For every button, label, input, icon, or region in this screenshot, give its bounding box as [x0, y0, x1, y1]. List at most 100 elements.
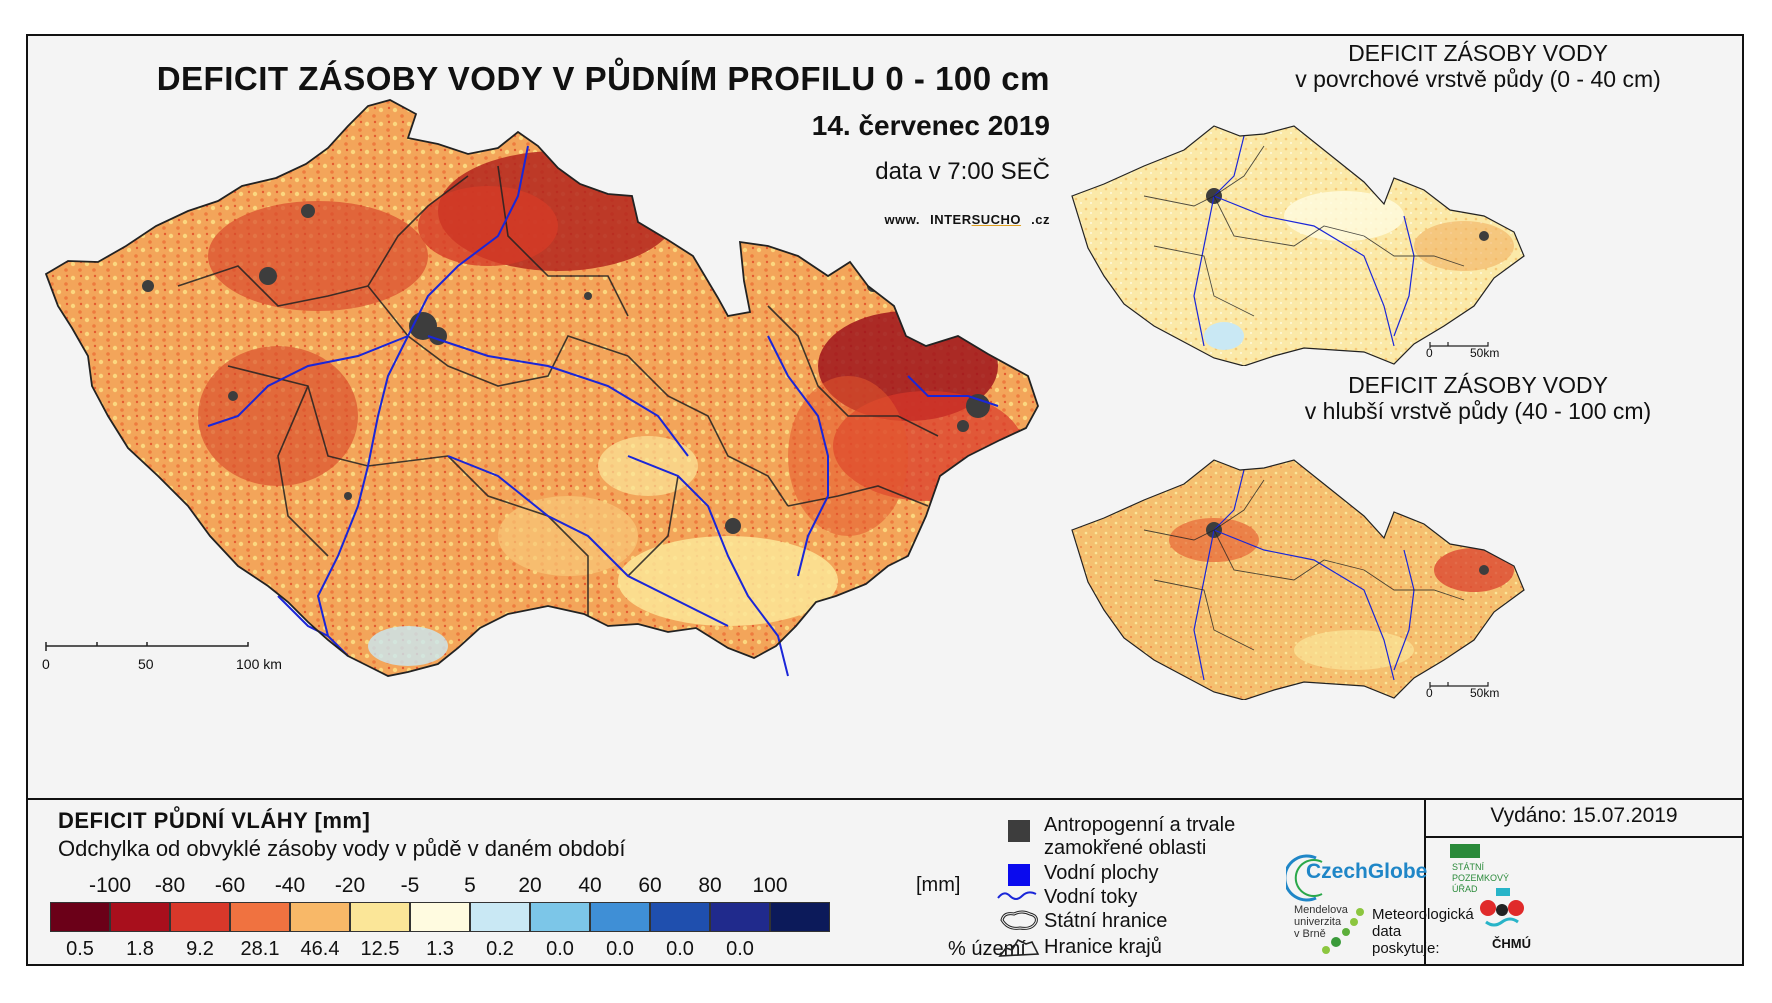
- spu-line3: ÚŘAD: [1452, 884, 1478, 894]
- legend-percentage: 28.1: [240, 938, 280, 960]
- czechglobe-label: CzechGlobe: [1306, 860, 1428, 883]
- meteo-label: Meteorologická data poskytuje:: [1372, 906, 1474, 957]
- legend-tick-label: 5: [464, 874, 476, 897]
- mendel-line2: univerzita: [1294, 916, 1342, 928]
- footer-horizontal-separator: [1426, 836, 1742, 838]
- bottom-map-title: DEFICIT ZÁSOBY VODY v hlubší vrstvě půdy…: [1218, 372, 1738, 424]
- anthropogenic-label-line2: zamokřené oblasti: [1044, 837, 1207, 859]
- legend-percentage: 1.3: [426, 938, 454, 960]
- water-area-label: Vodní plochy: [1044, 862, 1159, 884]
- spu-line2: POZEMKOVÝ: [1452, 873, 1510, 883]
- website-link[interactable]: www. INTERSUCHO .cz: [828, 212, 1050, 227]
- meteo-line1: Meteorologická: [1372, 906, 1474, 923]
- mendel-line1: Mendelova: [1294, 904, 1348, 916]
- region-border-label: Hranice krajů: [1044, 936, 1162, 958]
- legend-swatch: [770, 902, 830, 932]
- main-scale-100: 100 km: [236, 656, 282, 672]
- chmu-logo: [1480, 888, 1524, 927]
- mendel-label: Mendelova univerzita v Brně: [1294, 904, 1348, 940]
- website-inter: INTER: [930, 212, 972, 227]
- legend-tick-label: 40: [578, 874, 602, 897]
- meteo-line3: poskytuje:: [1372, 940, 1440, 957]
- map-area: 0 50 100 km DEFICIT ZÁSOBY VODY V PŮDNÍM…: [28, 36, 1742, 798]
- legend-swatch: [230, 902, 290, 932]
- top-map-scale-0: 0: [1426, 346, 1433, 360]
- top-map-scale-50: 50km: [1470, 346, 1500, 360]
- spu-line1: STÁTNÍ: [1452, 862, 1485, 872]
- top-small-map: [1071, 125, 1525, 366]
- legend-tick-label: 100: [752, 874, 788, 897]
- state-border-icon: [1000, 910, 1038, 930]
- bottom-map-title-line2: v hlubší vrstvě půdy (40 - 100 cm): [1304, 398, 1652, 424]
- issued-date: Vydáno: 15.07.2019: [1490, 804, 1678, 827]
- website-sucho: SUCHO: [971, 212, 1022, 227]
- website-suffix: .cz: [1031, 212, 1050, 227]
- legend-tick-label: -100: [88, 874, 132, 897]
- bottom-small-map: [1071, 459, 1525, 700]
- legend-tick-label: -80: [154, 874, 186, 897]
- legend-percentage: 0.0: [666, 938, 694, 960]
- map-title: DEFICIT ZÁSOBY VODY V PŮDNÍM PROFILU 0 -…: [156, 60, 1050, 97]
- legend-percentage: 9.2: [186, 938, 214, 960]
- legend-percentage: 1.8: [126, 938, 154, 960]
- legend-swatch: [290, 902, 350, 932]
- region-border-icon: [998, 938, 1040, 957]
- anthropogenic-label: Antropogenní a trvale zamokřené oblasti: [1044, 814, 1235, 860]
- top-map-title-line1: DEFICIT ZÁSOBY VODY: [1348, 40, 1608, 66]
- legend-percentage: 0.0: [726, 938, 754, 960]
- legend-tick-label: 60: [638, 874, 662, 897]
- website-prefix: www.: [884, 212, 920, 227]
- state-border-label: Státní hranice: [1044, 910, 1168, 932]
- legend-swatch: [350, 902, 410, 932]
- legend-unit: [mm]: [916, 874, 961, 896]
- top-map-title-line2: v povrchové vrstvě půdy (0 - 40 cm): [1295, 66, 1661, 92]
- legend-percent-label: % území: [948, 938, 1026, 960]
- legend-swatch: [590, 902, 650, 932]
- legend-percentage: 0.0: [606, 938, 634, 960]
- legend-tick-label: -40: [274, 874, 306, 897]
- czechglobe-logo: [1286, 854, 1323, 902]
- bottom-map-scale-0: 0: [1426, 686, 1433, 700]
- map-frame: 0 50 100 km DEFICIT ZÁSOBY VODY V PŮDNÍM…: [26, 34, 1744, 966]
- mendel-logo: [1322, 908, 1364, 954]
- top-map-title: DEFICIT ZÁSOBY VODY v povrchové vrstvě p…: [1218, 40, 1738, 92]
- legend-tick-label: 20: [518, 874, 542, 897]
- legend-swatch: [530, 902, 590, 932]
- legend-swatch: [50, 902, 110, 932]
- chmu-label: ČHMÚ: [1492, 936, 1531, 951]
- map-date: 14. červenec 2019: [811, 110, 1050, 141]
- legend-tick-label: -5: [400, 874, 420, 897]
- river-label: Vodní toky: [1044, 886, 1138, 908]
- bottom-map-scale-bar: [1429, 682, 1489, 688]
- main-scale-50: 50: [138, 656, 154, 672]
- legend-swatch: [170, 902, 230, 932]
- bottom-map-title-line1: DEFICIT ZÁSOBY VODY: [1348, 372, 1608, 398]
- legend-subtitle: Odchylka od obvyklé zásoby vody v půdě v…: [58, 836, 626, 861]
- legend-tick-label: -60: [214, 874, 246, 897]
- legend-swatch: [110, 902, 170, 932]
- legend-tick-label: 80: [698, 874, 722, 897]
- legend-percentage: 0.2: [486, 938, 514, 960]
- river-icon: [997, 891, 1037, 900]
- legend-percentage: 0.0: [546, 938, 574, 960]
- anthropogenic-label-line1: Antropogenní a trvale: [1044, 814, 1236, 836]
- legend-separator: [28, 798, 1742, 800]
- map-data-time: data v 7:00 SEČ: [875, 158, 1050, 185]
- spu-label: STÁTNÍ POZEMKOVÝ ÚŘAD: [1452, 862, 1509, 895]
- spu-logo-mark: [1450, 844, 1480, 858]
- main-scale-0: 0: [42, 656, 50, 672]
- meteo-line2: data: [1372, 923, 1402, 940]
- top-map-scale-bar: [1429, 342, 1489, 348]
- legend-percentage: 0.5: [66, 938, 94, 960]
- legend-swatch: [410, 902, 470, 932]
- anthropogenic-swatch: [1008, 820, 1030, 842]
- legend-percentage: 12.5: [360, 938, 400, 960]
- main-map: [44, 99, 1039, 677]
- legend-percentage: 46.4: [300, 938, 340, 960]
- mendel-line3: v Brně: [1294, 928, 1326, 940]
- legend-swatch: [650, 902, 710, 932]
- legend-swatch: [710, 902, 770, 932]
- water-area-swatch: [1008, 864, 1030, 886]
- legend-title: DEFICIT PŮDNÍ VLÁHY [mm]: [58, 808, 371, 833]
- legend-tick-label: -20: [334, 874, 366, 897]
